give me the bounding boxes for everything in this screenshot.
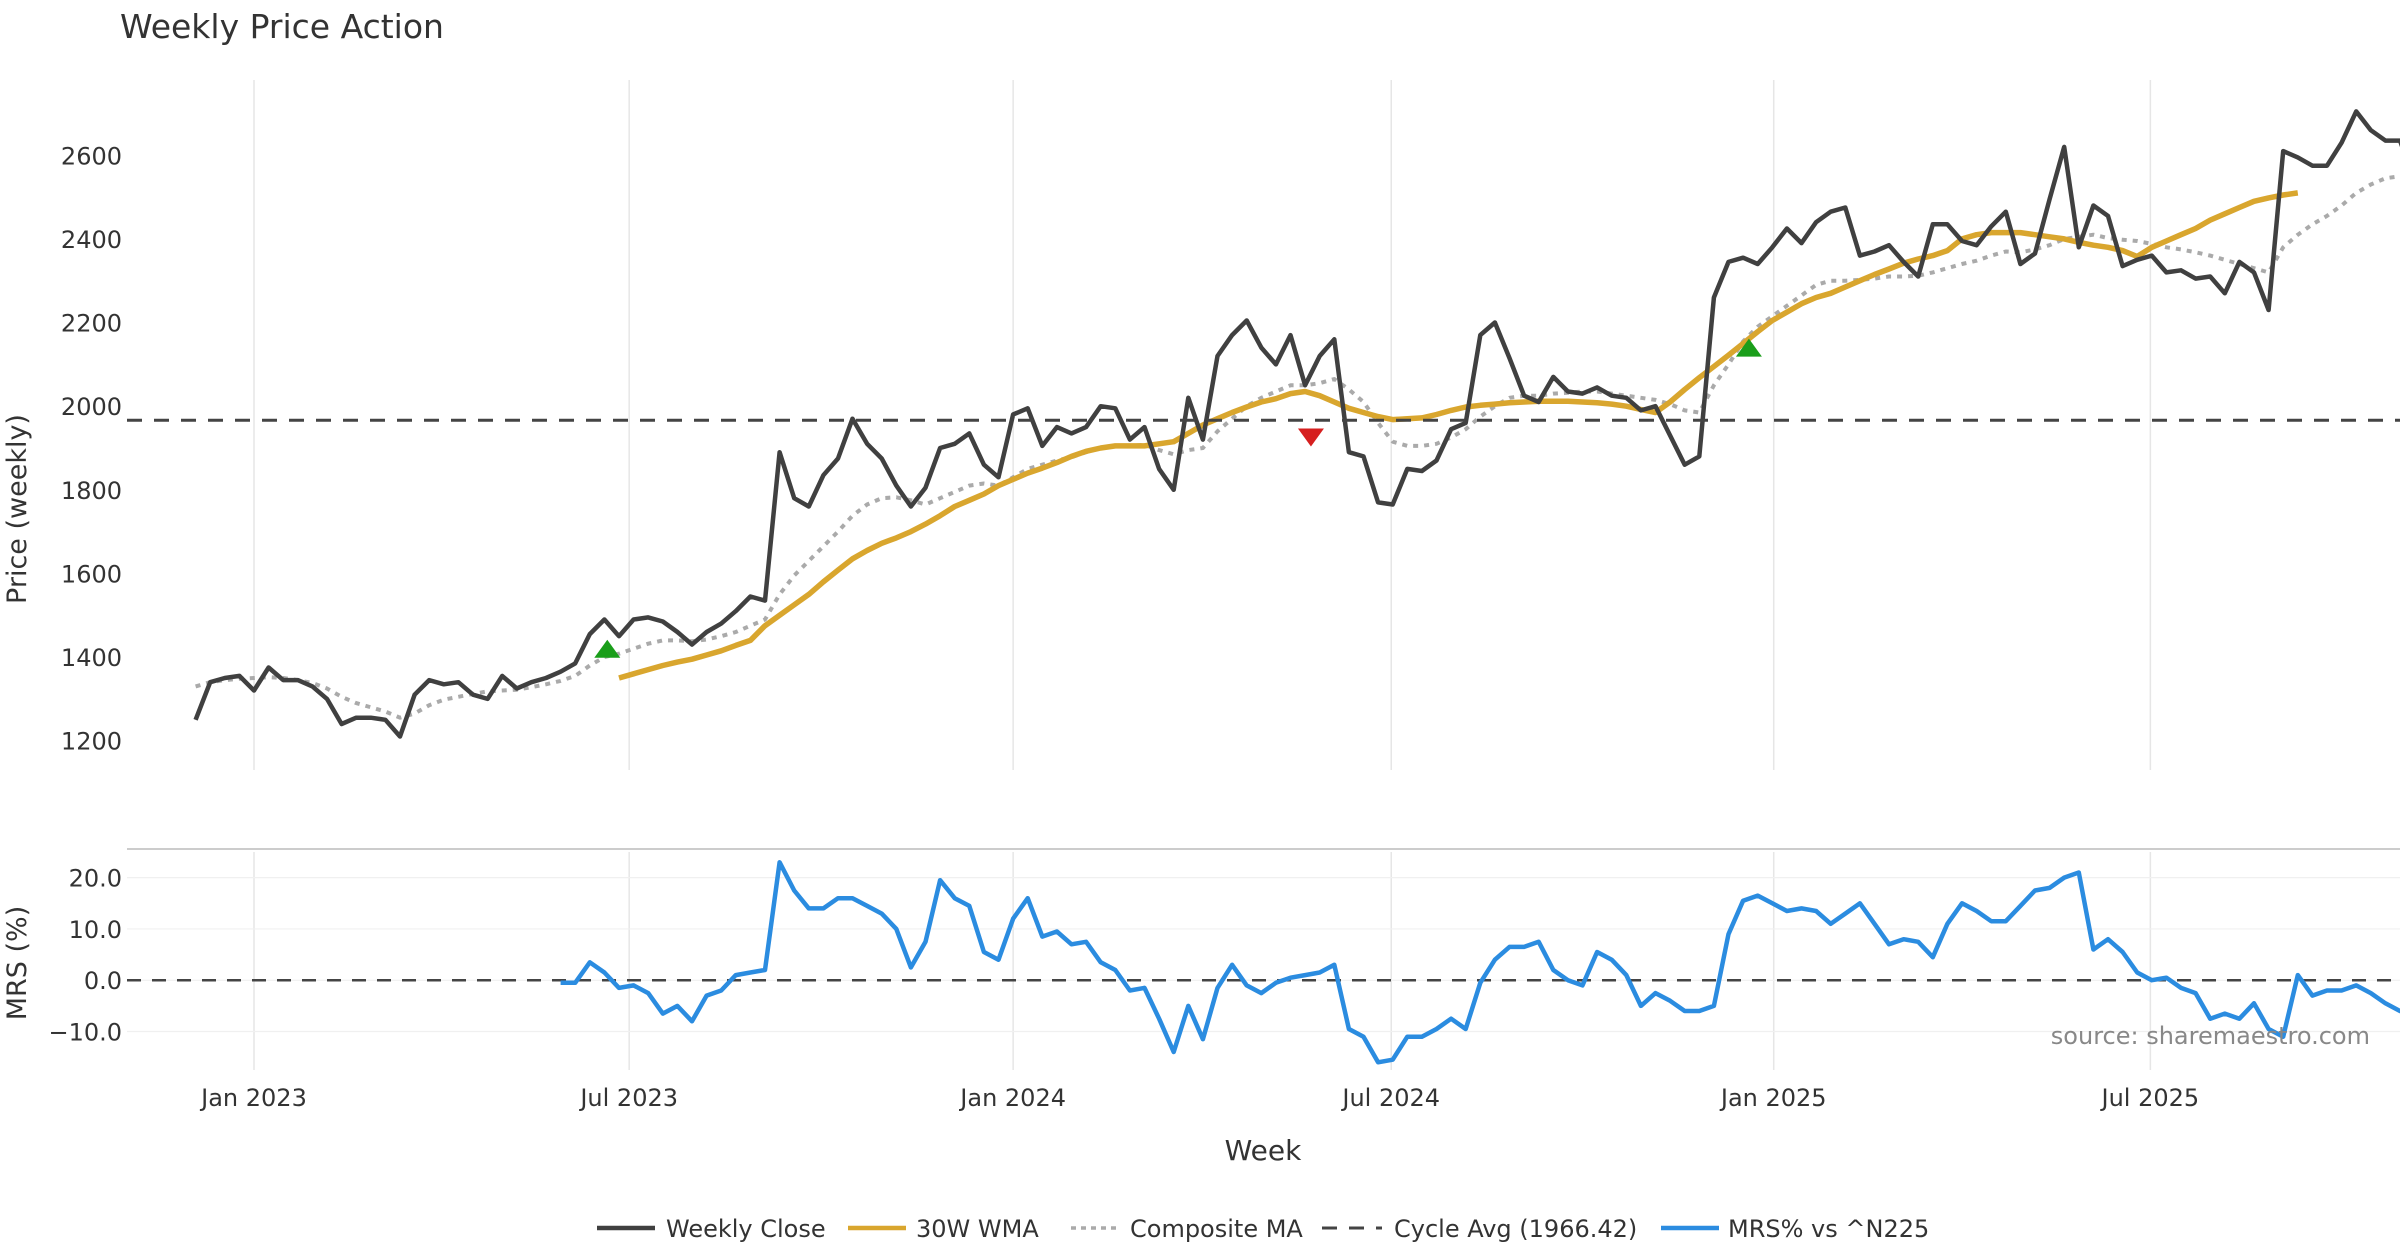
price-y-tick-1800: 1800 [61,477,122,505]
series-mrs [560,860,2400,1065]
legend-label-mrs: MRS% vs ^N225 [1728,1215,1929,1243]
legend-item-composite-ma: Composite MA [1071,1215,1303,1243]
price-y-tick-2400: 2400 [61,226,122,254]
legend-label-weekly-close: Weekly Close [666,1215,826,1243]
mrs-y-tick-1: 0.0 [84,967,122,995]
chart-title: Weekly Price Action [120,7,444,46]
mrs-series [127,860,2400,1065]
mrs-y-tick-3: 20.0 [69,865,122,893]
legend-label-cycle-avg: Cycle Avg (1966.42) [1394,1215,1637,1243]
x-tick-3: Jul 2024 [1340,1084,1440,1112]
legend-label-composite-ma: Composite MA [1130,1215,1303,1243]
series-30w-wma [618,190,2299,681]
mrs-y-axis-label: MRS (%) [2,906,33,1021]
mrs-y-ticks: −10.0 0.0 10.0 20.0 [48,865,122,1047]
price-y-ticks: 1200 1400 1600 1800 2000 2200 2400 2600 [61,142,122,755]
price-y-tick-1600: 1600 [61,560,122,588]
x-tick-2: Jan 2024 [958,1084,1066,1112]
series-weekly-close [193,109,2400,739]
x-tick-0: Jan 2023 [199,1084,307,1112]
x-axis-label: Week [1225,1134,1302,1167]
price-y-tick-2200: 2200 [61,310,122,338]
buy-marker-2 [1735,338,1762,357]
x-tick-5: Jul 2025 [2100,1084,2200,1112]
mrs-y-tick-2: 10.0 [69,916,122,944]
legend-item-cycle-avg: Cycle Avg (1966.42) [1322,1215,1637,1243]
price-y-tick-1200: 1200 [61,728,122,756]
buy-marker-0 [594,639,621,658]
signal-markers [594,338,1762,658]
price-y-tick-2600: 2600 [61,142,122,170]
legend-item-weekly-close: Weekly Close [597,1215,826,1243]
legend: Weekly Close 30W WMA Composite MA Cycle … [597,1215,1929,1243]
x-tick-1: Jul 2023 [578,1084,678,1112]
mrs-y-tick-0: −10.0 [48,1019,122,1047]
price-y-axis-label: Price (weekly) [2,414,33,604]
source-note: source: sharemaestro.com [2051,1022,2370,1050]
x-axis-ticks: Jan 2023 Jul 2023 Jan 2024 Jul 2024 Jan 2025… [199,1084,2199,1112]
price-y-tick-2000: 2000 [61,393,122,421]
price-y-tick-1400: 1400 [61,644,122,672]
x-tick-4: Jan 2025 [1719,1084,1827,1112]
legend-item-mrs: MRS% vs ^N225 [1661,1215,1929,1243]
price-gridlines [253,80,2152,770]
series-composite-ma [195,174,2400,720]
price-series [127,109,2400,739]
sell-marker-1 [1297,428,1324,447]
legend-item-30w-wma: 30W WMA [848,1215,1039,1243]
legend-label-30w-wma: 30W WMA [916,1215,1039,1243]
